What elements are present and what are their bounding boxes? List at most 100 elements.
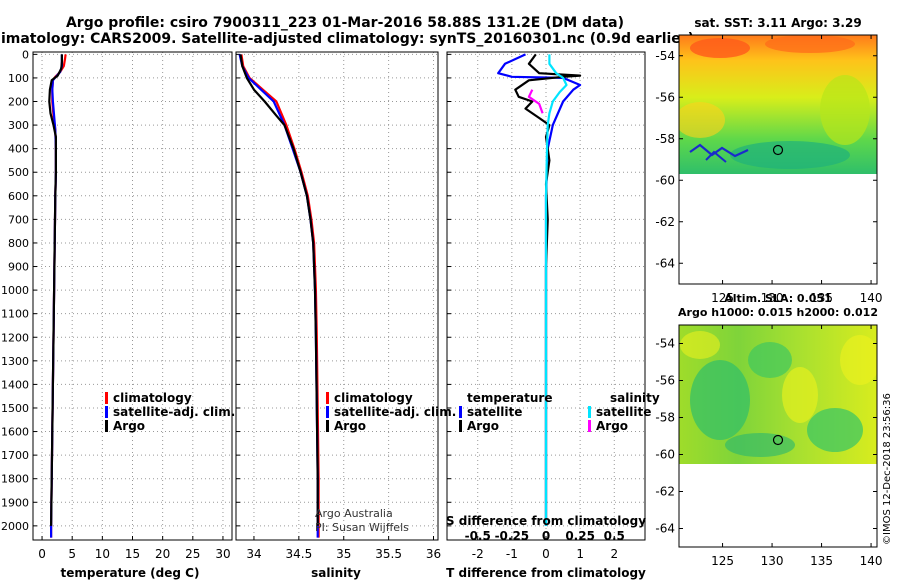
depth-tick-label: 1300 (1, 355, 29, 368)
salinity-legend: climatology satellite-adj. clim. Argo (326, 391, 456, 433)
legend-label-climatology: climatology (334, 391, 413, 405)
lon-tick-label: 140 (860, 554, 883, 568)
depth-tick-label: 1700 (1, 449, 29, 462)
sla-field (679, 325, 877, 464)
sla-high-patch (840, 335, 877, 385)
sla-argo-location-marker (772, 434, 784, 446)
salinity-panel: 34 34.5 35 35.5 36 (235, 51, 441, 561)
x-tick-label: -1 (506, 547, 518, 561)
depth-tick-label: 700 (8, 213, 29, 226)
depth-tick-label: 1800 (1, 473, 29, 486)
x-tick-label: 15 (125, 547, 140, 561)
sst-no-data-area (679, 174, 877, 284)
salinity-axis-label: salinity (311, 566, 361, 580)
lon-tick-label: 130 (761, 291, 784, 305)
legend-swatch-argo (326, 420, 329, 432)
sst-cold-patch (730, 141, 850, 169)
x-tick-label: 36 (426, 547, 441, 561)
lat-tick-label: -54 (655, 337, 675, 351)
x-tick-label: 25 (185, 547, 200, 561)
x-tick-label: -2 (472, 547, 484, 561)
legend-label-argo: Argo (113, 419, 145, 433)
lon-tick-label: 130 (761, 554, 784, 568)
sla-map-subtitle: Argo h1000: 0.015 h2000: 0.012 (678, 306, 878, 319)
legend-swatch-climatology (105, 392, 108, 404)
sst-map-frame (678, 34, 878, 285)
depth-tick-label: 1200 (1, 331, 29, 344)
lat-tick-label: -58 (655, 411, 675, 425)
sst-cold-streak (689, 143, 749, 158)
depth-tick-label: 400 (8, 143, 29, 156)
sst-map: sat. SST: 3.11 Argo: 3.29 -54 -56 -58 -60 -6… (655, 16, 882, 305)
x-tick-label: 20 (155, 547, 170, 561)
depth-tick-label: 200 (8, 96, 29, 109)
lat-tick-label: -54 (655, 49, 675, 63)
t-difference-axis-label: T difference from climatology (446, 566, 646, 580)
lon-tick-label: 135 (810, 554, 833, 568)
lat-tick-label: -62 (655, 485, 675, 499)
sla-map-title: Altim. SLA: 0.051 (724, 292, 831, 305)
depth-tick-label: 1000 (1, 284, 29, 297)
depth-tick-label: 1500 (1, 402, 29, 415)
lat-tick-label: -64 (655, 256, 675, 270)
lat-tick-label: -60 (655, 173, 675, 187)
imos-watermark: ©IMOS 12-Dec-2018 23:56:36 (882, 393, 893, 545)
lon-tick-label: 125 (711, 291, 734, 305)
s-tick-label: -0.5 (465, 529, 491, 543)
sst-mid-patch (820, 75, 870, 145)
figure-title-line2: Climatology: CARS2009. Satellite-adjuste… (0, 31, 694, 47)
depth-tick-label: 500 (8, 166, 29, 179)
lat-tick-label: -56 (655, 374, 675, 388)
sla-low-patch (807, 408, 863, 452)
series-line-climatology (240, 54, 320, 538)
depth-tick-label: 1400 (1, 378, 29, 391)
sla-low-patch (690, 360, 750, 440)
depth-tick-label: 600 (8, 190, 29, 203)
sla-no-data-area (679, 464, 877, 547)
sst-cold-streak (705, 150, 727, 163)
legend-label-t-argo: Argo (467, 419, 499, 433)
difference-panel: -2 -1 0 1 2 -0.5 -0.25 0 0.25 0.5 (446, 51, 646, 561)
depth-tick-label: 100 (8, 72, 29, 85)
credit-argo-australia: Argo Australia (315, 507, 393, 520)
sla-high-patch (782, 367, 818, 423)
legend-label-s-argo: Argo (596, 419, 628, 433)
lat-tick-label: -64 (655, 522, 675, 536)
sst-mid-patch (679, 102, 725, 138)
sst-warm-patch (690, 38, 750, 58)
legend-label-s-satellite: satellite (596, 405, 651, 419)
legend-swatch-t-argo (459, 420, 462, 432)
legend-label-satellite: satellite-adj. clim. (334, 405, 456, 419)
legend-swatch-satellite (105, 406, 108, 418)
legend-swatch-s-satellite (588, 406, 591, 418)
legend-swatch-climatology (326, 392, 329, 404)
depth-tick-label: 300 (8, 119, 29, 132)
x-tick-label: 2 (610, 547, 618, 561)
x-tick-label: 34.5 (285, 547, 312, 561)
legend-label-argo: Argo (334, 419, 366, 433)
x-tick-label: 0 (542, 547, 550, 561)
legend-label-climatology: climatology (113, 391, 192, 405)
x-tick-label: 35 (336, 547, 351, 561)
lon-tick-label: 135 (810, 291, 833, 305)
x-tick-label: 0 (38, 547, 46, 561)
depth-tick-label: 0 (22, 48, 29, 61)
lat-tick-label: -56 (655, 90, 675, 104)
s-tick-label: 0.25 (565, 529, 595, 543)
x-tick-label: 10 (95, 547, 110, 561)
temperature-axis-label: temperature (deg C) (61, 566, 200, 580)
series-line-salinity-argo (527, 89, 544, 114)
sst-warm-patch (765, 35, 855, 53)
series-line-satellite-adj-clim- (238, 54, 319, 538)
s-tick-label: 0.5 (604, 529, 625, 543)
sla-high-patch (680, 331, 720, 359)
sla-map-axes: -54 -56 -58 -60 -62 -64 125 130 135 140 (655, 325, 883, 568)
legend-label-satellite: satellite-adj. clim. (113, 405, 235, 419)
sst-map-axes: -54 -56 -58 -60 -62 -64 125 130 135 140 (655, 35, 883, 305)
lat-tick-label: -58 (655, 132, 675, 146)
series-line-argo (239, 54, 319, 526)
sst-argo-location-marker (772, 144, 784, 156)
lon-tick-label: 125 (711, 554, 734, 568)
s-tick-label: 0 (542, 529, 550, 543)
